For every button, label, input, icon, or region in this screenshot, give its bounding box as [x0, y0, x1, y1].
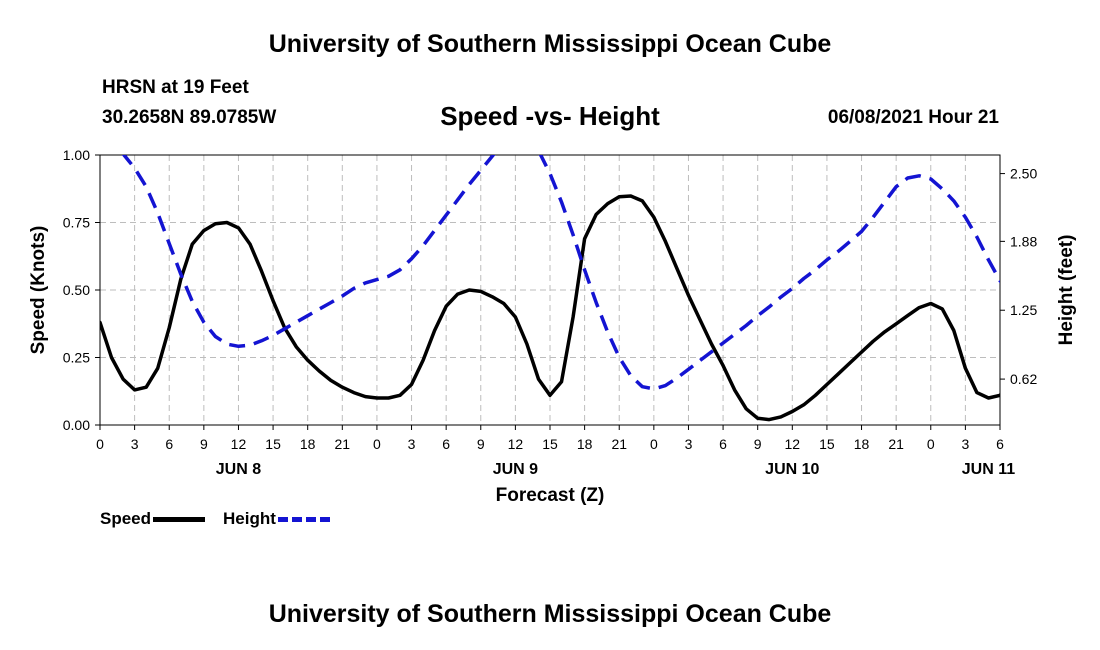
x-tick-label: 0	[650, 436, 658, 452]
day-label: JUN 11	[962, 461, 1015, 478]
y-tick-label: 0.25	[63, 350, 90, 366]
x-tick-label: 0	[373, 436, 381, 452]
legend-height-swatch	[277, 516, 330, 522]
station-label: HRSN at 19 Feet	[102, 77, 249, 98]
x-tick-label: 21	[888, 436, 904, 452]
x-tick-label: 18	[300, 436, 316, 452]
x-tick-label: 21	[335, 436, 351, 452]
forecast-datetime: 06/08/2021 Hour 21	[827, 107, 999, 128]
x-tick-label: 15	[265, 436, 281, 452]
y2-tick-label: 2.50	[1010, 166, 1037, 182]
day-label: JUN 8	[216, 461, 261, 478]
x-tick-label: 18	[577, 436, 593, 452]
y2-axis-title: Height (feet)	[1056, 235, 1077, 346]
x-tick-label: 3	[408, 436, 416, 452]
y2-tick-label: 1.88	[1010, 233, 1037, 249]
x-tick-label: 9	[200, 436, 208, 452]
x-tick-label: 9	[754, 436, 762, 452]
station-coordinates: 30.2658N 89.0785W	[102, 107, 277, 128]
x-tick-label: 6	[165, 436, 173, 452]
x-tick-label: 0	[96, 436, 104, 452]
x-tick-label: 6	[719, 436, 727, 452]
day-label: JUN 10	[765, 461, 819, 478]
x-tick-label: 6	[996, 436, 1004, 452]
page-title: University of Southern Mississippi Ocean…	[268, 30, 832, 58]
plot-frame	[99, 154, 1001, 426]
series-line-height	[121, 155, 1000, 391]
legend-speed-swatch	[153, 516, 206, 522]
x-tick-label: 12	[508, 436, 524, 452]
day-label: JUN 9	[493, 461, 538, 478]
legend-speed-label: Speed	[100, 509, 152, 528]
x-tick-label: 15	[542, 436, 558, 452]
x-tick-label: 12	[231, 436, 247, 452]
footer-title: University of Southern Mississippi Ocean…	[268, 600, 832, 628]
x-tick-label: 6	[442, 436, 450, 452]
y-tick-label: 0.75	[63, 215, 90, 231]
y2-tick-label: 1.25	[1010, 302, 1037, 318]
series-line-speed	[100, 194, 1000, 422]
series-group	[100, 155, 1000, 422]
x-tick-label: 15	[819, 436, 835, 452]
y-tick-label: 0.50	[63, 282, 90, 298]
x-tick-label: 12	[785, 436, 801, 452]
chart-title: Speed -vs- Height	[440, 101, 660, 131]
y2-tick-label: 0.62	[1010, 371, 1037, 387]
x-tick-label: 3	[961, 436, 969, 452]
y-tick-label: 0.00	[63, 417, 90, 433]
x-tick-label: 21	[611, 436, 627, 452]
x-tick-label: 9	[477, 436, 485, 452]
x-tick-label: 0	[927, 436, 935, 452]
x-axis-title: Forecast (Z)	[496, 485, 605, 506]
x-tick-label: 18	[854, 436, 870, 452]
y-tick-label: 1.00	[63, 147, 90, 163]
legend-height-label: Height	[223, 509, 276, 528]
x-tick-label: 3	[685, 436, 693, 452]
legend: Speed Height	[100, 509, 348, 529]
y-axis-title: Speed (Knots)	[28, 226, 49, 355]
x-tick-label: 3	[131, 436, 139, 452]
